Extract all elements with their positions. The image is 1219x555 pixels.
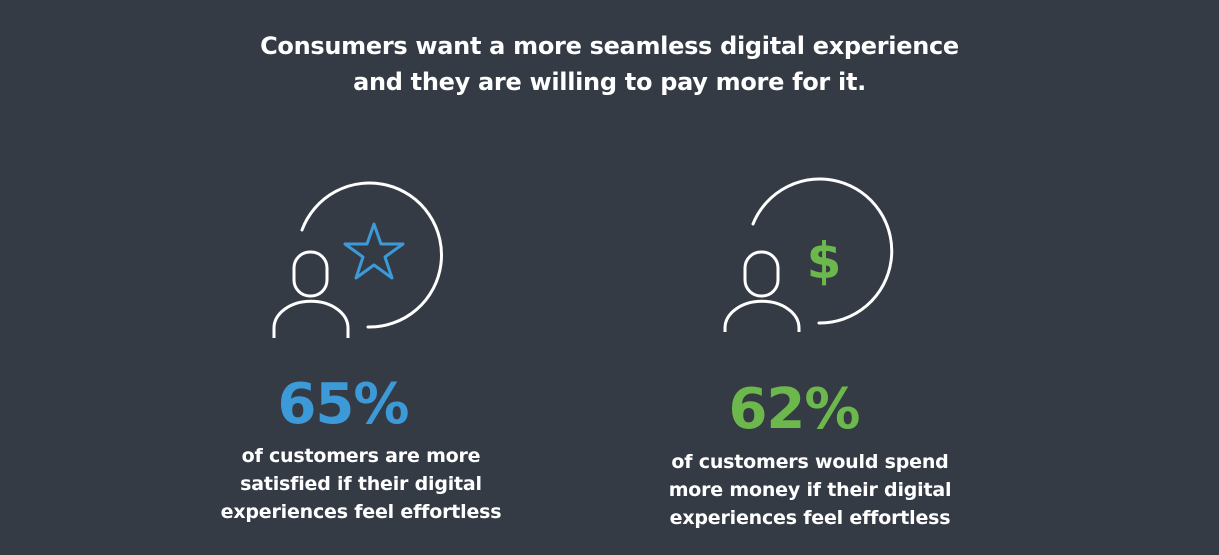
- desc-line: of customers would spend: [671, 451, 949, 473]
- headline-line-2: and they are willing to pay more for it.: [353, 68, 866, 96]
- headline-line-1: Consumers want a more seamless digital e…: [260, 32, 959, 60]
- desc-line: experiences feel effortless: [220, 501, 502, 523]
- desc-line: experiences feel effortless: [669, 507, 951, 529]
- description-spend-more: of customers would spend more money if t…: [650, 448, 970, 532]
- star-icon: [343, 222, 405, 280]
- percent-satisfied: 65%: [277, 372, 409, 437]
- desc-line: satisfied if their digital: [240, 473, 482, 495]
- person-dollar-icon: $: [715, 172, 905, 340]
- desc-line: more money if their digital: [668, 479, 952, 501]
- dollar-icon: $: [807, 232, 842, 290]
- headline: Consumers want a more seamless digital e…: [0, 28, 1219, 100]
- percent-spend-more: 62%: [728, 377, 860, 442]
- person-star-icon: [264, 178, 454, 340]
- description-satisfied: of customers are more satisfied if their…: [201, 442, 521, 526]
- desc-line: of customers are more: [241, 445, 481, 467]
